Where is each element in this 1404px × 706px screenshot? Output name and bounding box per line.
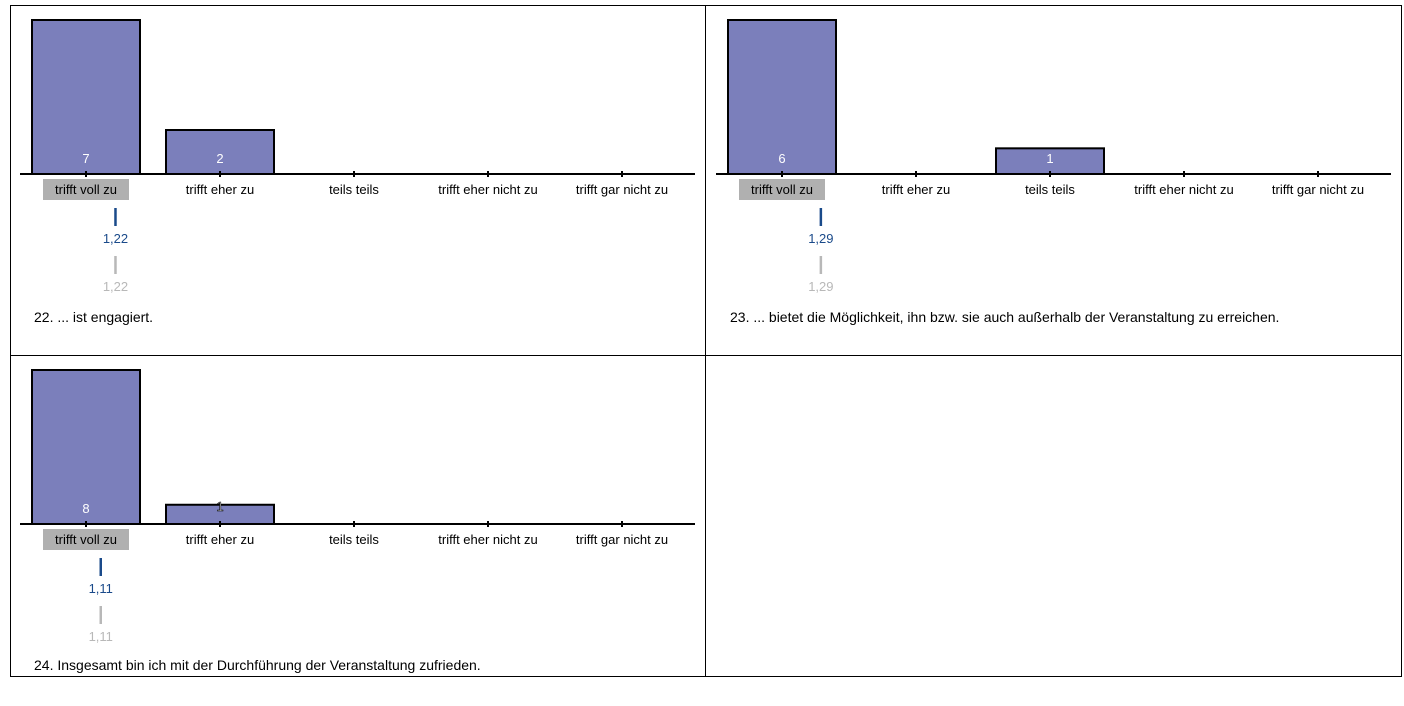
mode-label-highlight	[739, 179, 825, 200]
grid-divider-horizontal	[10, 355, 1402, 356]
mode-label-highlight	[43, 529, 129, 550]
category-label-3: trifft eher nicht zu	[438, 182, 537, 197]
bar-1	[165, 129, 275, 175]
value-label-1: 2	[216, 151, 223, 166]
chart-24-svg: 8 1 trifft voll zu trifft eher zu teils teil…	[20, 369, 695, 644]
mean-label-primary: 1,11	[89, 581, 113, 596]
category-label-1: trifft eher zu	[882, 182, 950, 197]
category-label-2: teils teils	[329, 182, 379, 197]
chart-panel-23: 6 1 trifft voll zu trifft eher zu teils teil…	[706, 6, 1401, 356]
bar-0	[31, 19, 141, 175]
category-label-3: trifft eher nicht zu	[438, 532, 537, 547]
value-label-0: 8	[82, 501, 89, 516]
chart-23-caption: 23. ... bietet die Möglichkeit, ihn bzw.…	[730, 309, 1280, 325]
chart-22-svg: 7 2 trifft voll zu trifft eher zu teils teil…	[20, 19, 695, 294]
mean-label-secondary: 1,22	[103, 279, 128, 294]
mean-label-primary: 1,22	[103, 231, 128, 246]
results-grid	[10, 5, 1402, 677]
value-label-1: 1	[216, 499, 223, 514]
category-label-4: trifft gar nicht zu	[576, 182, 668, 197]
mode-label-highlight	[43, 179, 129, 200]
category-label-3: trifft eher nicht zu	[1134, 182, 1233, 197]
empty-panel	[706, 356, 1402, 677]
category-label-1: trifft eher zu	[186, 182, 254, 197]
category-label-0: trifft voll zu	[55, 182, 117, 197]
category-label-2: teils teils	[329, 532, 379, 547]
value-label-2: 1	[1046, 151, 1053, 166]
category-label-4: trifft gar nicht zu	[1272, 182, 1364, 197]
category-label-0: trifft voll zu	[751, 182, 813, 197]
chart-panel-22: 7 2 trifft voll zu trifft eher zu teils teil…	[10, 6, 705, 356]
category-label-2: teils teils	[1025, 182, 1075, 197]
chart-24-caption: 24. Insgesamt bin ich mit der Durchführu…	[34, 657, 481, 673]
chart-panel-24: 8 1 trifft voll zu trifft eher zu teils teil…	[10, 356, 705, 706]
category-label-0: trifft voll zu	[55, 532, 117, 547]
mean-label-primary: 1,29	[808, 231, 833, 246]
value-label-0: 7	[82, 151, 89, 166]
category-label-4: trifft gar nicht zu	[576, 532, 668, 547]
category-label-1: trifft eher zu	[186, 532, 254, 547]
value-label-0: 6	[778, 151, 785, 166]
bar-0	[31, 369, 141, 525]
mean-label-secondary: 1,11	[89, 629, 113, 644]
mean-label-secondary: 1,29	[808, 279, 833, 294]
grid-divider-vertical	[705, 5, 706, 677]
chart-22-caption: 22. ... ist engagiert.	[34, 309, 154, 325]
chart-23-svg: 6 1 trifft voll zu trifft eher zu teils teil…	[716, 19, 1391, 294]
